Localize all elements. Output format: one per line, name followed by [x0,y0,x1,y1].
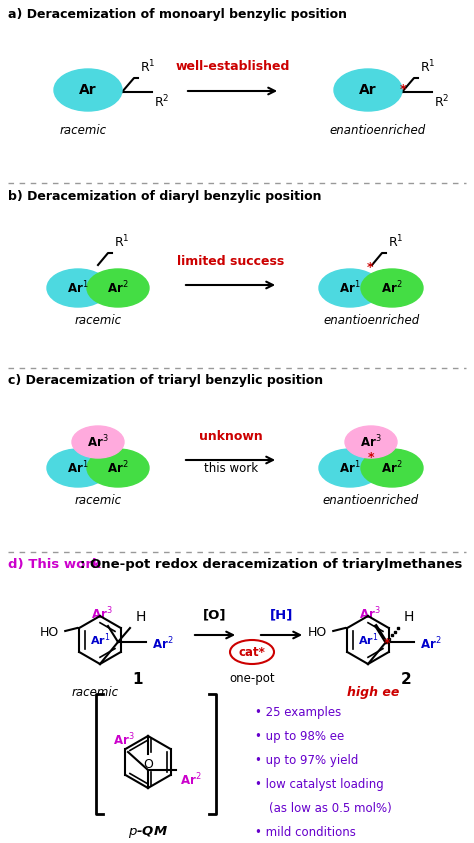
Ellipse shape [334,69,402,111]
Text: H: H [136,610,146,624]
Text: Ar$^1$: Ar$^1$ [339,280,361,296]
Ellipse shape [361,449,423,487]
Text: racemic: racemic [72,686,118,699]
Text: Ar$^1$: Ar$^1$ [67,459,89,476]
Text: *: * [400,83,406,96]
Text: Ar$^3$: Ar$^3$ [113,732,135,748]
Text: c) Deracemization of triaryl benzylic position: c) Deracemization of triaryl benzylic po… [8,374,323,387]
Text: racemic: racemic [59,124,107,137]
Text: Ar: Ar [79,83,97,97]
Text: Ar$^1$: Ar$^1$ [358,631,378,648]
Text: well-established: well-established [176,60,290,73]
Text: *: * [368,452,374,464]
Text: 1: 1 [133,672,143,687]
Text: 2: 2 [401,672,411,687]
Text: Ar$^3$: Ar$^3$ [87,433,109,450]
Text: R$^1$: R$^1$ [388,234,403,250]
Text: Ar$^3$: Ar$^3$ [359,605,381,622]
Text: R$^1$: R$^1$ [114,234,129,250]
Text: • low catalyst loading: • low catalyst loading [255,778,384,791]
Text: • up to 98% ee: • up to 98% ee [255,730,344,743]
Text: Ar$^2$: Ar$^2$ [107,459,129,476]
Text: enantioenriched: enantioenriched [323,494,419,507]
Text: • up to 97% yield: • up to 97% yield [255,754,358,767]
Text: a) Deracemization of monoaryl benzylic position: a) Deracemization of monoaryl benzylic p… [8,8,347,21]
Text: R$^2$: R$^2$ [434,94,449,110]
Text: : One-pot redox deracemization of triarylmethanes: : One-pot redox deracemization of triary… [80,558,462,571]
Text: b) Deracemization of diaryl benzylic position: b) Deracemization of diaryl benzylic pos… [8,190,321,203]
Text: racemic: racemic [74,314,121,327]
Text: unknown: unknown [199,430,263,443]
Text: [H]: [H] [270,608,294,621]
Text: Ar: Ar [359,83,377,97]
Text: O: O [143,758,153,771]
Ellipse shape [47,269,109,307]
Text: • 25 examples: • 25 examples [255,706,341,719]
Text: *: * [367,260,373,273]
Text: Ar$^1$: Ar$^1$ [67,280,89,296]
Text: • mild conditions: • mild conditions [255,826,356,839]
Text: limited success: limited success [177,255,284,268]
Ellipse shape [361,269,423,307]
Text: this work: this work [204,462,258,475]
Text: Ar$^3$: Ar$^3$ [360,433,382,450]
Text: Ar$^1$: Ar$^1$ [90,631,110,648]
Text: R$^1$: R$^1$ [420,58,436,75]
Text: [O]: [O] [203,608,227,621]
Text: Ar$^2$: Ar$^2$ [180,772,201,788]
Text: enantioenriched: enantioenriched [330,124,426,137]
Text: enantioenriched: enantioenriched [324,314,420,327]
Text: Ar$^2$: Ar$^2$ [420,636,441,652]
Text: R$^2$: R$^2$ [154,94,169,110]
Ellipse shape [72,426,124,458]
Text: HO: HO [308,626,327,640]
Text: Ar$^2$: Ar$^2$ [381,280,403,296]
Ellipse shape [319,449,381,487]
Text: R$^1$: R$^1$ [140,58,155,75]
Text: one-pot: one-pot [229,672,275,685]
Text: high ee: high ee [347,686,399,699]
Ellipse shape [319,269,381,307]
Ellipse shape [54,69,122,111]
Ellipse shape [87,269,149,307]
Ellipse shape [87,449,149,487]
Text: *: * [384,636,390,649]
Text: cat*: cat* [238,646,265,658]
Text: d) This work: d) This work [8,558,101,571]
Text: Ar$^3$: Ar$^3$ [91,605,113,622]
Text: H: H [404,610,414,624]
Text: racemic: racemic [74,494,121,507]
Text: $p$-QM: $p$-QM [128,824,168,840]
Text: Ar$^2$: Ar$^2$ [381,459,403,476]
Ellipse shape [47,449,109,487]
Text: (as low as 0.5 mol%): (as low as 0.5 mol%) [269,802,392,815]
Text: Ar$^2$: Ar$^2$ [107,280,129,296]
Ellipse shape [345,426,397,458]
Text: HO: HO [40,626,59,640]
Text: Ar$^1$: Ar$^1$ [339,459,361,476]
Text: Ar$^2$: Ar$^2$ [152,636,173,652]
